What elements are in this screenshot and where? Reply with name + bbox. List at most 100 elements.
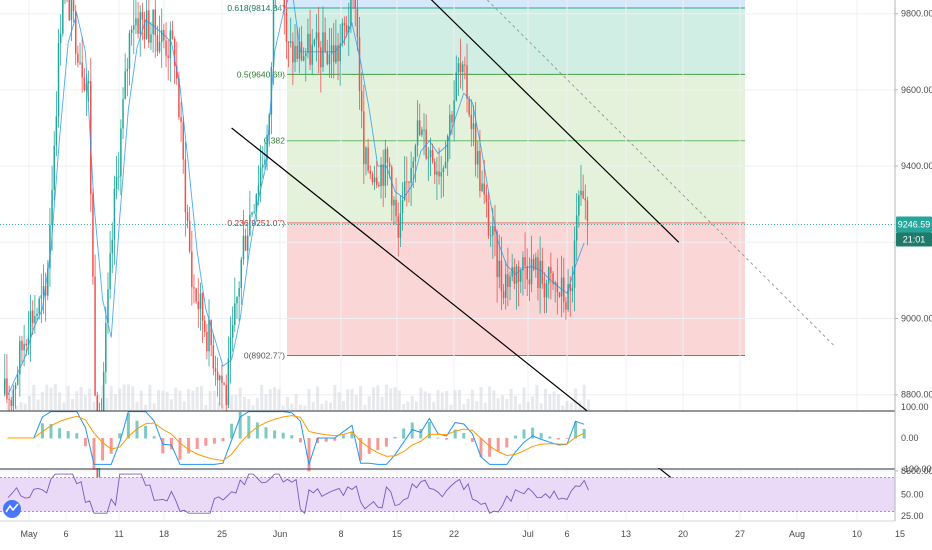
volume-bar [144,404,148,410]
candle-body [212,345,215,369]
volume-bar [148,384,152,410]
candle-body [382,164,384,186]
candle-body [165,40,167,56]
macd-histogram-bar [427,421,431,439]
candle-body [571,287,574,291]
macd-histogram-bar [376,438,380,451]
volume-bar [397,390,401,410]
candle-body [193,287,195,289]
candle-body [105,322,107,372]
candle-body [369,170,372,175]
volume-bar [316,386,320,410]
volume-bar [380,396,384,410]
volume-bar [96,394,100,410]
volume-bar [15,405,19,410]
brand-logo-icon [3,500,21,518]
macd-histogram-bar [247,415,251,439]
macd-histogram-bar [513,435,517,439]
volume-bar [264,394,268,410]
macd-histogram-bar [359,438,363,461]
macd-histogram-bar [402,428,406,439]
fib-zone-3 [287,74,745,141]
date-tick-label: Jun [273,529,288,539]
volume-bar [101,385,105,410]
macd-histogram-bar [453,429,457,439]
candle-body [317,32,320,48]
candle-body [449,114,451,136]
candle-body [92,194,94,277]
volume-bar [165,391,169,410]
candle-body [148,10,150,43]
candle-body [335,45,337,63]
candle-body [565,301,567,310]
candle-body [517,266,520,282]
volume-bar [281,405,285,410]
candle-body [584,198,587,201]
date-tick-label: 20 [678,529,688,539]
fibonacci-retracement[interactable]: 1(10378.61)0.786(10062.78)0.618(9814.84)… [223,0,745,361]
candle-body [479,150,481,191]
macd-histogram-bar [419,429,423,439]
candle-body [388,162,391,167]
date-tick-label: 8 [338,529,343,539]
candle-body [12,389,15,406]
candle-body [397,216,399,238]
macd-histogram-bar [341,435,345,439]
volume-bar [535,384,539,410]
candle-body [472,123,475,130]
volume-bar [367,396,371,410]
candle-body [16,374,19,385]
macd-histogram-bar [290,435,294,439]
candle-body [434,161,436,175]
volume-bar [574,388,578,410]
macd-histogram-bar [109,438,113,454]
volume-bar [376,385,380,410]
candle-body [545,283,548,298]
macd-histogram-bar [324,438,328,442]
candle-body [554,282,556,285]
candle-body [459,63,462,72]
macd-histogram-bar [539,433,543,439]
candle-body [296,45,298,59]
volume-bar [40,391,44,410]
volume-bar [195,386,199,410]
candle-body [122,99,124,129]
candle-body [371,174,374,183]
candle-body [547,267,550,284]
volume-bar [329,402,332,410]
candle-body [21,340,23,351]
volume-bar [139,390,143,410]
candle-body [453,100,455,123]
candle-body [246,235,249,251]
volume-bar [359,385,363,410]
candle-body [315,32,318,40]
candle-body [543,283,546,298]
volume-bar [513,396,517,410]
candle-body [238,287,240,297]
candle-body [154,9,157,36]
rsi-band [0,477,895,512]
candle-body [436,171,438,175]
candle-body [29,310,32,338]
candle-body [410,167,412,183]
volume-bar [372,387,375,410]
volume-bar [243,396,246,410]
volume-bar [286,396,289,410]
candle-body [494,225,496,232]
candle-body [393,199,395,206]
candle-body [451,114,453,123]
candle-body [206,331,208,352]
candle-body [558,292,561,297]
candle-body [341,23,344,44]
candle-body [522,257,524,271]
candle-body [135,18,137,26]
candle-body [219,375,221,381]
candle-body [120,128,122,177]
macd-histogram-bar [574,421,578,439]
candle-body [197,301,200,310]
date-tick-label: 22 [449,529,459,539]
candle-body [395,199,397,217]
volume-bar [169,399,173,410]
candle-body [87,81,90,84]
candle-body [487,202,490,236]
